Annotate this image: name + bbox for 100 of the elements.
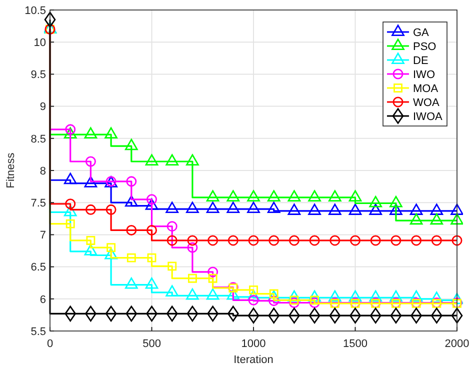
point <box>288 190 301 202</box>
point <box>188 274 197 283</box>
y-tick-label: 9.5 <box>30 69 46 82</box>
point <box>228 235 238 246</box>
legend-label: IWO <box>413 68 436 81</box>
point <box>166 154 179 166</box>
point <box>308 204 321 215</box>
point <box>166 235 178 246</box>
point <box>452 235 462 246</box>
point <box>328 204 342 215</box>
point <box>124 277 138 289</box>
point <box>124 195 138 207</box>
point <box>330 235 340 246</box>
y-axis-title: Fitness <box>5 152 17 188</box>
y-tick-label: 9 <box>40 101 46 114</box>
point <box>308 290 321 302</box>
point <box>146 224 157 236</box>
point <box>84 127 98 139</box>
point <box>85 156 96 167</box>
point <box>390 290 402 302</box>
point <box>268 296 280 306</box>
legend-label: MOA <box>413 82 439 95</box>
point <box>247 190 260 202</box>
point <box>390 308 402 324</box>
point <box>206 288 220 300</box>
point <box>308 190 321 202</box>
point <box>451 308 463 324</box>
point <box>329 308 341 324</box>
point <box>309 235 320 246</box>
x-tick-label: 0 <box>46 338 54 350</box>
legend-label: WOA <box>413 96 440 109</box>
point <box>390 204 402 215</box>
point <box>350 235 360 246</box>
x-axis-title: Iteration <box>234 354 274 366</box>
point <box>126 306 138 322</box>
point <box>226 288 240 300</box>
point <box>410 308 422 324</box>
y-tick-label: 5.5 <box>30 326 46 338</box>
legend-label: PSO <box>413 40 437 53</box>
point <box>410 290 423 302</box>
y-tick-label: 8 <box>40 165 46 178</box>
point <box>288 290 301 302</box>
point <box>187 235 198 246</box>
point <box>126 176 137 187</box>
point <box>309 298 320 308</box>
y-tick-label: 6 <box>40 294 46 306</box>
point <box>226 190 240 202</box>
point <box>166 221 178 232</box>
point <box>248 308 260 324</box>
point <box>348 290 362 302</box>
point <box>369 196 382 208</box>
x-tick-label: 2000 <box>444 338 470 350</box>
point <box>145 198 158 210</box>
point <box>168 262 177 271</box>
point <box>430 213 444 225</box>
point <box>124 138 138 150</box>
point <box>166 285 179 296</box>
point <box>84 176 98 188</box>
point <box>186 202 199 214</box>
point <box>431 235 442 246</box>
point <box>186 306 198 322</box>
point <box>248 235 259 246</box>
y-tick-label: 7.5 <box>30 197 46 210</box>
point <box>64 204 77 216</box>
point <box>208 274 218 283</box>
point <box>267 190 280 202</box>
point <box>411 235 422 246</box>
point <box>268 308 280 324</box>
point <box>208 266 218 278</box>
point <box>186 154 199 166</box>
point <box>369 204 382 215</box>
point <box>206 202 220 214</box>
point <box>65 198 76 210</box>
point <box>350 308 361 324</box>
point <box>348 204 362 215</box>
point <box>84 244 98 256</box>
legend-label: GA <box>413 26 430 39</box>
point <box>390 196 402 208</box>
point <box>450 292 463 304</box>
point <box>166 306 178 322</box>
point <box>308 308 320 324</box>
point <box>105 306 117 322</box>
point <box>268 235 280 246</box>
point <box>410 204 423 215</box>
point <box>187 242 198 253</box>
point <box>450 204 463 215</box>
point <box>430 204 444 215</box>
point <box>288 308 300 324</box>
point <box>288 204 301 215</box>
point <box>186 288 199 300</box>
point <box>126 224 137 236</box>
point <box>247 202 260 214</box>
point <box>206 190 220 202</box>
point <box>370 235 381 246</box>
point <box>249 285 258 294</box>
point <box>226 202 240 214</box>
point <box>145 277 158 289</box>
point <box>86 236 96 245</box>
point <box>248 294 259 306</box>
point <box>106 243 116 252</box>
